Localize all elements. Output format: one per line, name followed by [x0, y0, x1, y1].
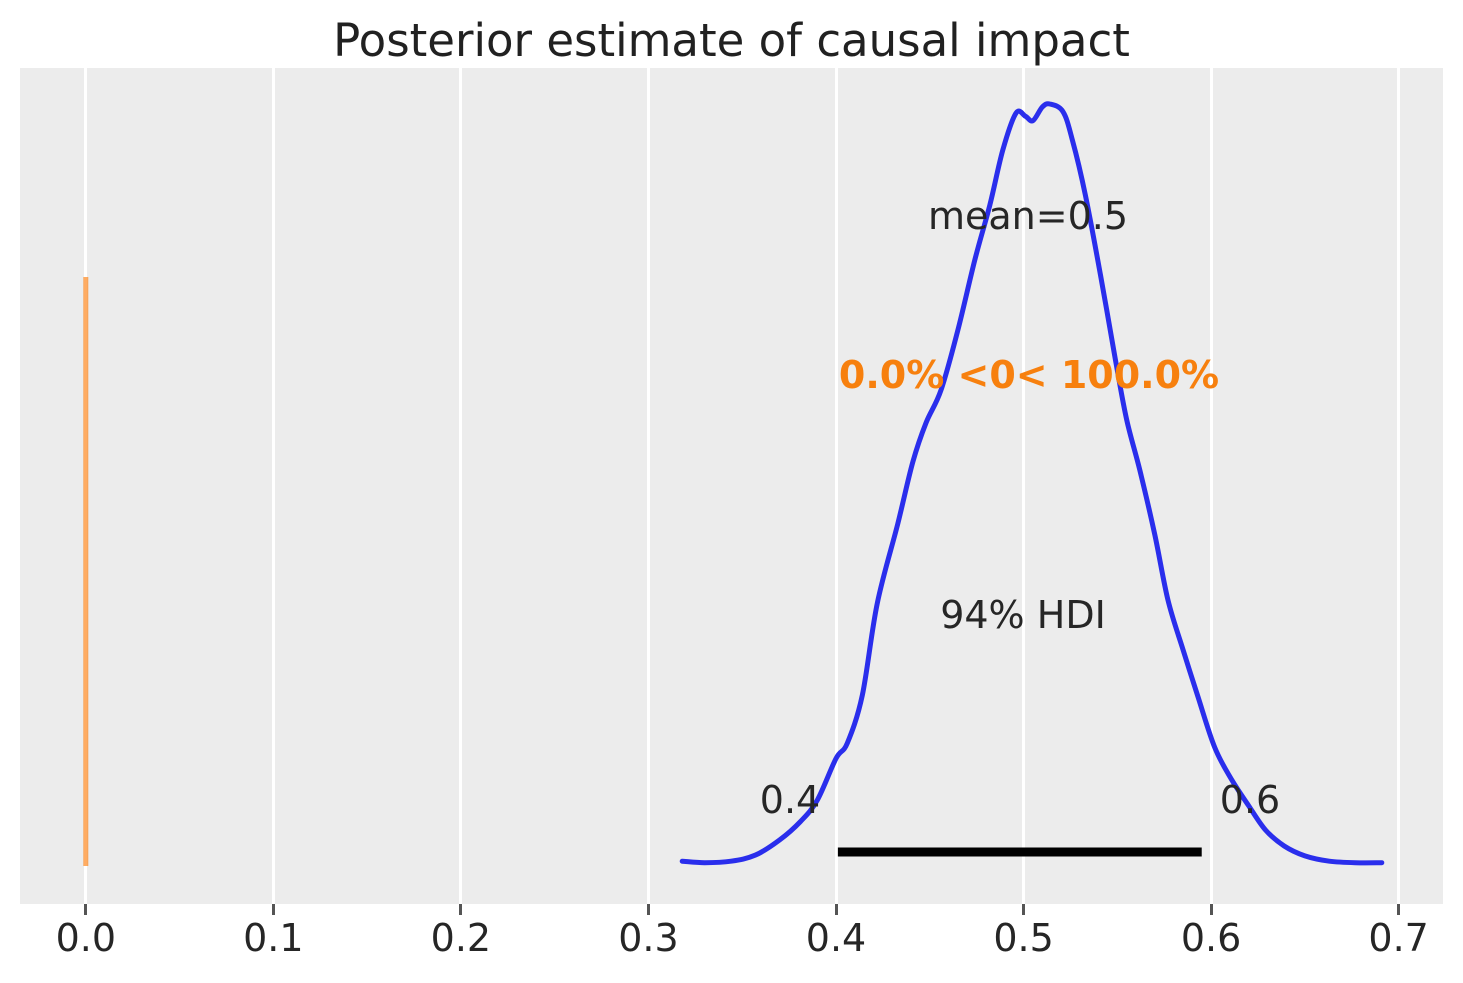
plot-panel	[20, 68, 1443, 904]
gridline-x-0.3	[646, 68, 650, 904]
ticklabel-x-0.2: 0.2	[430, 916, 492, 960]
tickmark-x-0.0	[84, 904, 88, 915]
ticklabel-x-0.1: 0.1	[243, 916, 304, 960]
ticklabel-x-0.3: 0.3	[618, 916, 679, 960]
hdi-high-label: 0.6	[1219, 778, 1281, 822]
gridline-x-0.1	[271, 68, 275, 904]
tickmark-x-0.6	[1209, 904, 1213, 915]
ticklabel-x-0.6: 0.6	[1180, 916, 1242, 960]
mean-annotation: mean=0.5	[927, 194, 1129, 238]
ticklabel-x-0.5: 0.5	[993, 916, 1054, 960]
ref-probability-annotation: 0.0% <0< 100.0%	[838, 353, 1220, 397]
posterior-kde-curve	[679, 101, 1385, 866]
gridline-x-0.6	[1209, 68, 1213, 904]
gridline-x-0.4	[834, 68, 838, 904]
tickmark-x-0.5	[1022, 904, 1026, 915]
gridline-x-0.2	[459, 68, 463, 904]
tickmark-x-0.2	[459, 904, 463, 915]
tickmark-x-0.3	[646, 904, 650, 915]
tickmark-x-0.1	[271, 904, 275, 915]
tickmark-x-0.7	[1397, 904, 1401, 915]
gridline-x-0.7	[1397, 68, 1401, 904]
hdi-low-label: 0.4	[759, 778, 821, 822]
tickmark-x-0.4	[834, 904, 838, 915]
gridline-x-0.5	[1022, 68, 1026, 904]
chart-title: Posterior estimate of causal impact	[333, 14, 1130, 67]
ticklabel-x-0.4: 0.4	[805, 916, 867, 960]
ticklabel-x-0.0: 0.0	[55, 916, 117, 960]
hdi-annotation: 94% HDI	[940, 593, 1106, 637]
ticklabel-x-0.7: 0.7	[1368, 916, 1429, 960]
